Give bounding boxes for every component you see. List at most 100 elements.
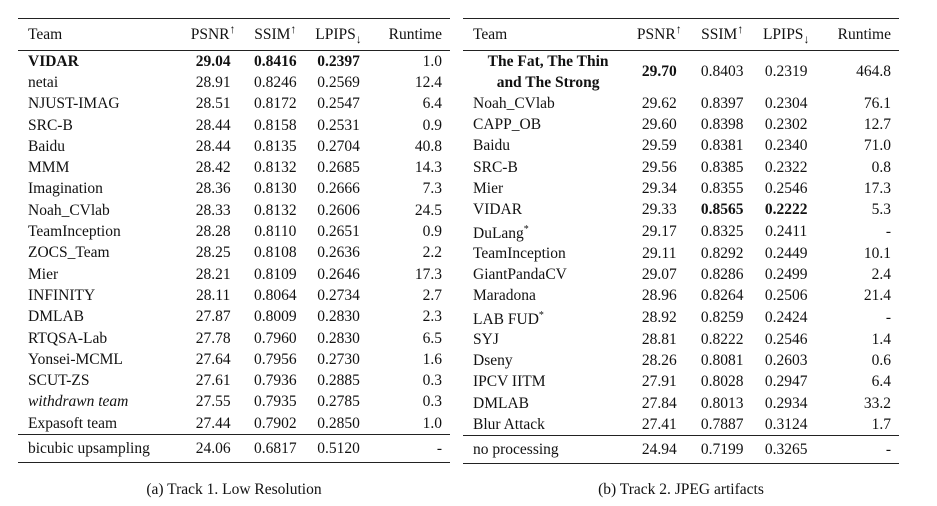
lpips-value: 0.2397 bbox=[317, 52, 360, 70]
runtime-value: 21.4 bbox=[863, 287, 891, 305]
lpips-value: 0.2569 bbox=[317, 73, 360, 91]
col-ssim-header: SSIM↑ bbox=[254, 21, 297, 43]
runtime-value: 17.3 bbox=[414, 265, 442, 283]
psnr-value: 29.56 bbox=[641, 158, 677, 176]
track1-caption: (a) Track 1. Low Resolution bbox=[146, 481, 322, 498]
runtime-value: 71.0 bbox=[863, 137, 891, 155]
lpips-value: 0.2449 bbox=[764, 244, 808, 262]
asterisk-mark: * bbox=[538, 309, 544, 321]
runtime-value: 6.4 bbox=[422, 95, 442, 113]
up-arrow-icon: ↑ bbox=[290, 21, 297, 36]
runtime-value: 0.9 bbox=[422, 116, 442, 134]
table-row: Imagination 28.36 0.8130 0.2666 7.3 bbox=[18, 179, 450, 200]
runtime-value: 6.5 bbox=[422, 329, 442, 347]
table-row: LAB FUD* 28.92 0.8259 0.2424 - bbox=[463, 307, 899, 329]
col-ssim-header: SSIM↑ bbox=[701, 21, 744, 43]
psnr-value: 28.11 bbox=[195, 286, 231, 304]
asterisk-mark: * bbox=[523, 223, 529, 235]
runtime-value: - bbox=[885, 440, 891, 458]
psnr-value: 27.91 bbox=[641, 373, 677, 391]
lpips-value: 0.2785 bbox=[317, 393, 360, 411]
table-row: withdrawn team 27.55 0.7935 0.2785 0.3 bbox=[18, 392, 450, 413]
track1-panel: Team PSNR↑ SSIM↑ LPIPS↓ Runtime VIDAR 29… bbox=[18, 18, 450, 463]
col-psnr-header: PSNR↑ bbox=[636, 21, 682, 43]
team-name: GiantPandaCV bbox=[473, 265, 567, 283]
runtime-value: - bbox=[436, 439, 442, 457]
table-row: NJUST-IMAG 28.51 0.8172 0.2547 6.4 bbox=[18, 94, 450, 115]
table-row: VIDAR 29.33 0.8565 0.2222 5.3 bbox=[463, 199, 899, 220]
psnr-value: 29.62 bbox=[641, 94, 677, 112]
ssim-value: 0.7936 bbox=[254, 372, 297, 390]
ssim-value: 0.7887 bbox=[700, 415, 744, 433]
table-row: GiantPandaCV 29.07 0.8286 0.2499 2.4 bbox=[463, 264, 899, 285]
track1-table: Team PSNR↑ SSIM↑ LPIPS↓ Runtime VIDAR 29… bbox=[18, 18, 450, 463]
team-name: IPCV IITM bbox=[473, 373, 546, 391]
ssim-value: 0.8292 bbox=[700, 244, 744, 262]
lpips-value: 0.2850 bbox=[317, 414, 360, 432]
runtime-value: 2.7 bbox=[422, 286, 442, 304]
ssim-value: 0.7902 bbox=[254, 414, 297, 432]
ssim-value: 0.8264 bbox=[700, 287, 744, 305]
ssim-value: 0.8110 bbox=[254, 223, 297, 241]
lpips-value: 0.2547 bbox=[317, 95, 360, 113]
lpips-value: 0.2685 bbox=[317, 159, 360, 177]
table-row: TeamInception 28.28 0.8110 0.2651 0.9 bbox=[18, 221, 450, 242]
ssim-value: 0.7199 bbox=[700, 440, 744, 458]
lpips-value: 0.2646 bbox=[317, 265, 360, 283]
ssim-value: 0.8403 bbox=[700, 63, 744, 80]
table-row: SCUT-ZS 27.61 0.7936 0.2885 0.3 bbox=[18, 370, 450, 391]
ssim-value: 0.8385 bbox=[700, 158, 744, 176]
ssim-value: 0.7960 bbox=[254, 329, 297, 347]
lpips-value: 0.2606 bbox=[317, 201, 360, 219]
psnr-value: 27.41 bbox=[641, 415, 677, 433]
lpips-value: 0.2424 bbox=[764, 308, 808, 326]
ssim-value: 0.8132 bbox=[254, 201, 297, 219]
team-name: Imagination bbox=[28, 180, 103, 198]
table-row: RTQSA-Lab 27.78 0.7960 0.2830 6.5 bbox=[18, 328, 450, 349]
lpips-value: 0.2734 bbox=[317, 286, 360, 304]
runtime-value: 6.4 bbox=[871, 373, 891, 391]
table-row: netai 28.91 0.8246 0.2569 12.4 bbox=[18, 72, 450, 93]
team-name: no processing bbox=[473, 440, 559, 458]
runtime-value: 1.0 bbox=[422, 414, 442, 432]
runtime-value: 1.7 bbox=[871, 415, 891, 433]
ssim-value: 0.8381 bbox=[700, 137, 744, 155]
runtime-value: 5.3 bbox=[871, 201, 891, 219]
psnr-value: 29.34 bbox=[641, 179, 677, 197]
psnr-value: 27.78 bbox=[195, 329, 231, 347]
lpips-value: 0.2304 bbox=[764, 94, 808, 112]
team-name: Mier bbox=[28, 265, 59, 283]
team-name: SYJ bbox=[473, 330, 499, 348]
ssim-value: 0.8325 bbox=[700, 222, 744, 240]
team-name: Yonsei-MCML bbox=[28, 350, 123, 368]
lpips-value: 0.2506 bbox=[764, 287, 808, 305]
team-name: Blur Attack bbox=[473, 415, 545, 433]
table-row: DMLAB 27.84 0.8013 0.2934 33.2 bbox=[463, 393, 899, 414]
ssim-value: 0.8108 bbox=[254, 244, 297, 262]
team-name-line2: and The Strong bbox=[496, 74, 600, 91]
ssim-value: 0.8009 bbox=[254, 308, 297, 326]
up-arrow-icon: ↑ bbox=[737, 21, 744, 36]
runtime-value: 0.3 bbox=[422, 372, 442, 390]
track2-caption: (b) Track 2. JPEG artifacts bbox=[598, 481, 764, 498]
lpips-value: 0.2830 bbox=[317, 308, 360, 326]
psnr-value: 28.28 bbox=[195, 223, 231, 241]
ssim-value: 0.8132 bbox=[254, 159, 297, 177]
runtime-value: 2.3 bbox=[422, 308, 442, 326]
table-row: Yonsei-MCML 27.64 0.7956 0.2730 1.6 bbox=[18, 349, 450, 370]
team-name: ZOCS_Team bbox=[28, 244, 110, 262]
team-name: Baidu bbox=[473, 137, 511, 155]
team-name: bicubic upsampling bbox=[28, 439, 150, 457]
col-team-header: Team bbox=[28, 25, 63, 43]
col-psnr-header: PSNR↑ bbox=[190, 21, 236, 43]
ssim-value: 0.8130 bbox=[254, 180, 297, 198]
psnr-value: 27.64 bbox=[195, 350, 231, 368]
track1-header-row: Team PSNR↑ SSIM↑ LPIPS↓ Runtime bbox=[18, 18, 450, 51]
col-lpips-header: LPIPS↓ bbox=[762, 25, 810, 46]
track2-panel: Team PSNR↑ SSIM↑ LPIPS↓ Runtime The Fat,… bbox=[463, 18, 899, 464]
team-name: SRC-B bbox=[473, 158, 518, 176]
lpips-value: 0.2531 bbox=[317, 116, 360, 134]
ssim-value: 0.8028 bbox=[700, 373, 744, 391]
runtime-value: 33.2 bbox=[863, 394, 891, 412]
ssim-value: 0.8172 bbox=[254, 95, 297, 113]
